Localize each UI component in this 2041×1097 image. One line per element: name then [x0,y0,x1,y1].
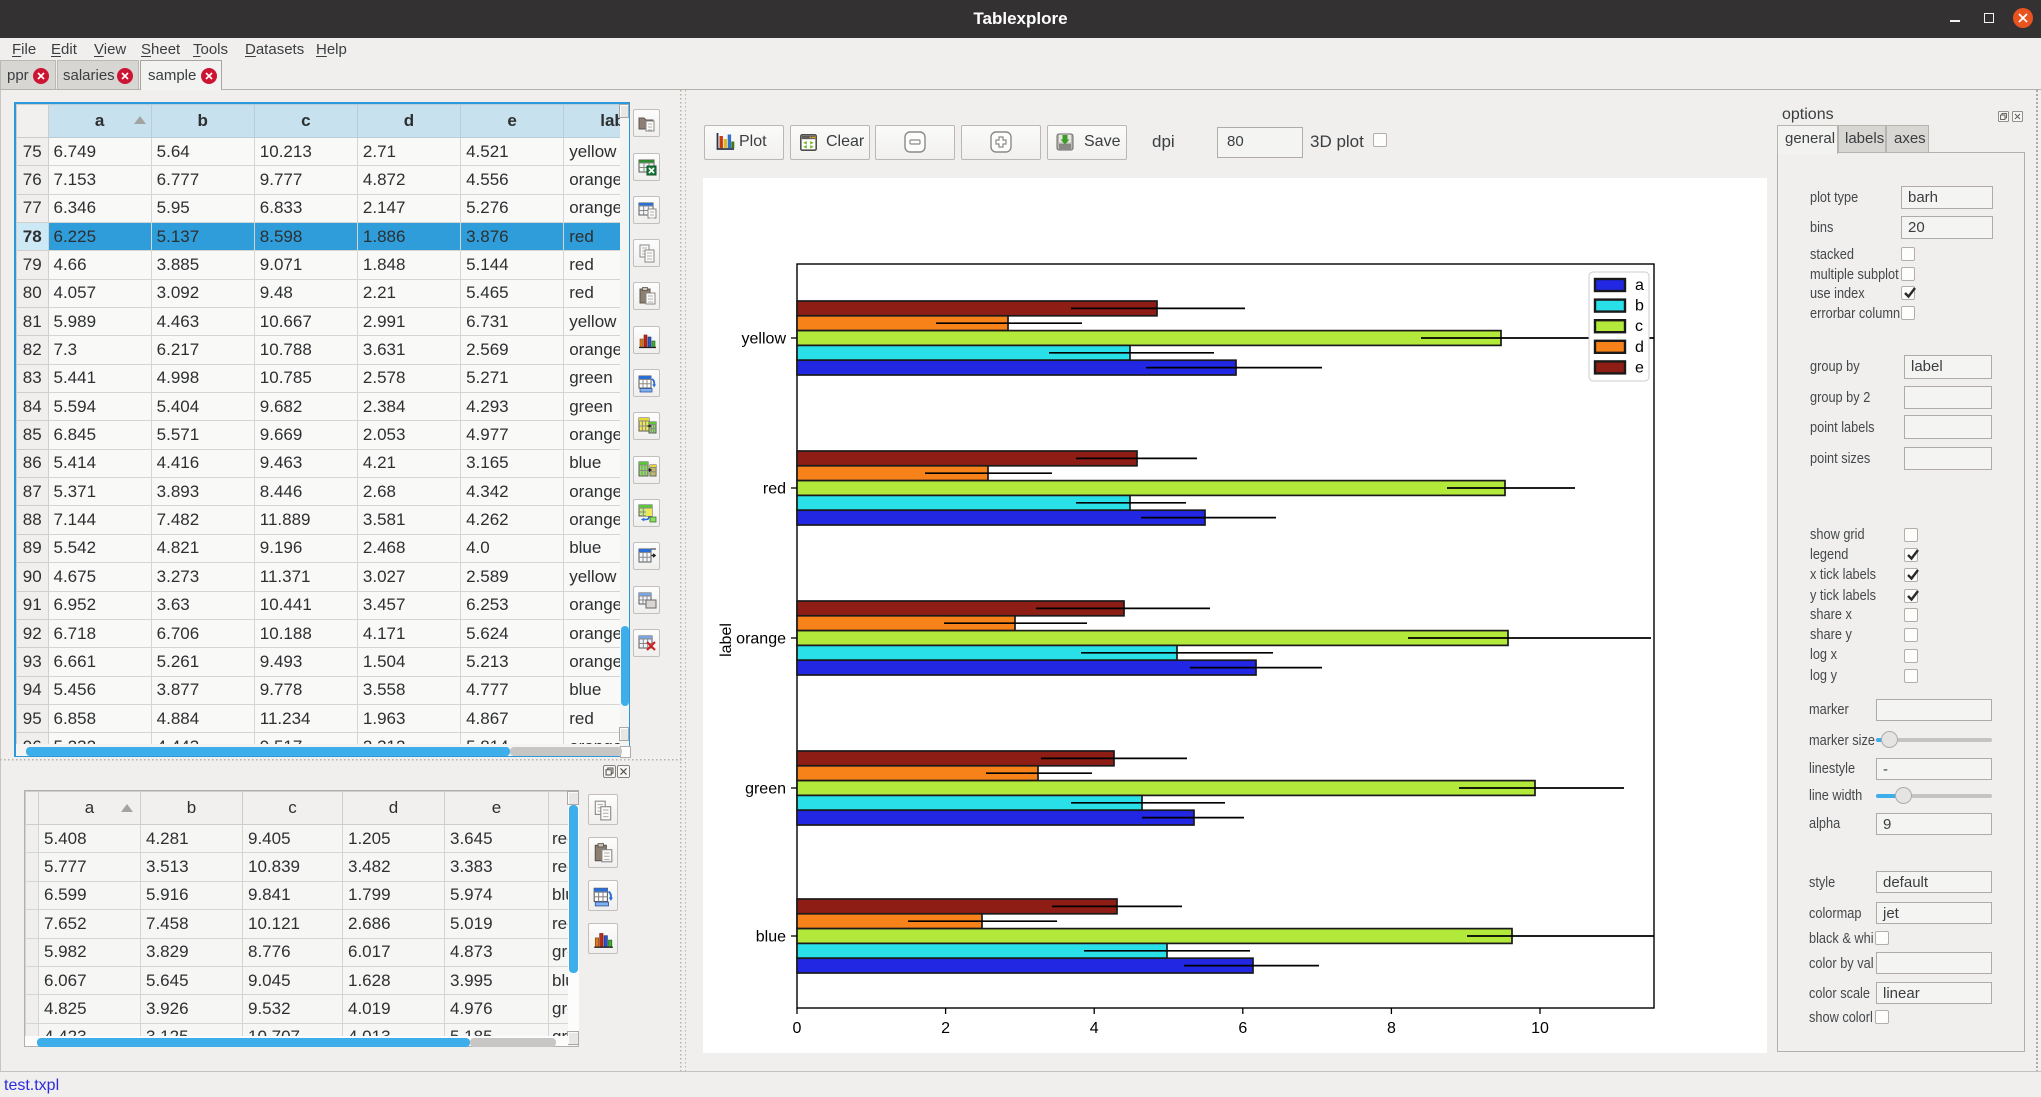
svg-text:b: b [1635,298,1644,315]
svg-text:e: e [1635,359,1644,376]
svg-text:d: d [1635,339,1644,356]
svg-text:4: 4 [1090,1020,1099,1037]
svg-text:6: 6 [1238,1020,1247,1037]
svg-text:blue: blue [756,929,786,946]
svg-text:10: 10 [1531,1020,1549,1037]
svg-text:orange: orange [736,631,786,648]
svg-text:0: 0 [793,1020,802,1037]
svg-text:8: 8 [1387,1020,1396,1037]
svg-text:2: 2 [941,1020,950,1037]
svg-text:red: red [763,481,786,498]
svg-text:label: label [718,623,735,657]
svg-text:green: green [745,781,786,798]
svg-text:yellow: yellow [742,331,787,348]
svg-text:a: a [1635,277,1644,294]
svg-text:c: c [1635,318,1643,335]
